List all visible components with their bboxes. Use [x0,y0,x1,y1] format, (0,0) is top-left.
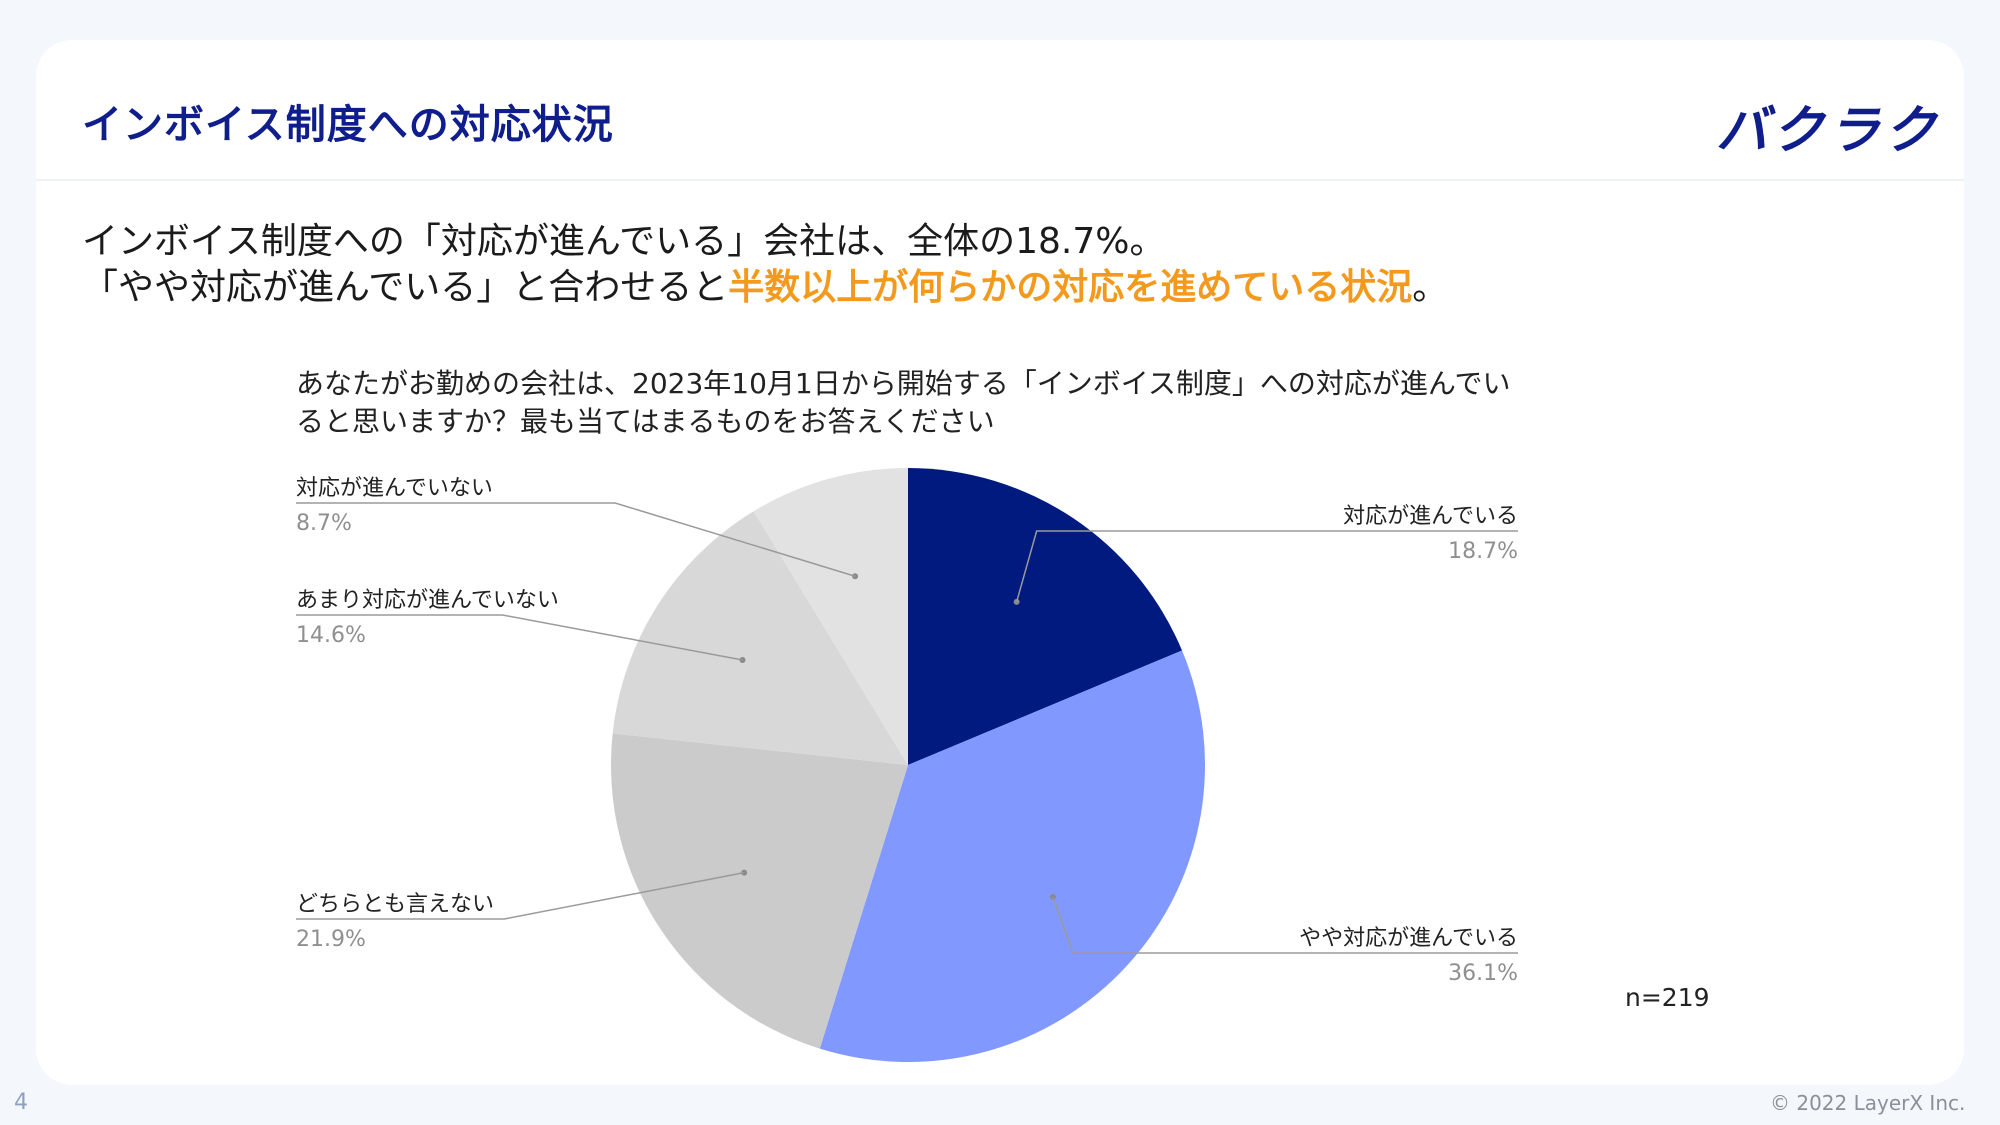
leader-line-2 [1052,896,1518,954]
survey-question: あなたがお勤めの会社は、2023年10月1日から開始する「インボイス制度」への対… [296,367,1511,438]
page-title: インボイス制度への対応状況 [82,102,614,148]
slice-value-5: 8.7% [296,511,352,536]
copyright: © 2022 LayerX Inc. [1770,1091,1966,1115]
lead-line-2: 「やや対応が進んでいる」と合わせると半数以上が何らかの対応を進めている状況。 [82,258,1448,310]
page-number: 4 [14,1090,28,1115]
pie-slice-2 [819,650,1205,1062]
sample-size: n=219 [1625,983,1710,1012]
lead-line-1: インボイス制度への「対応が進んでいる」会社は、全体の18.7%。 [82,221,1166,262]
slice-label-2: やや対応が進んでいる [1299,926,1518,951]
slice-value-3: 21.9% [296,927,366,952]
leader-line-5 [296,502,856,577]
leader-line-1 [1015,530,1518,603]
leader-line-4 [296,614,743,661]
pie-slice-3 [611,733,908,1049]
brand-logo: バクラク [1716,101,1941,161]
slice-label-1: 対応が進んでいる [1343,504,1518,529]
leader-line-3 [296,871,745,920]
slice-value-4: 14.6% [296,623,366,648]
pie-slice-5 [753,468,908,765]
slice-label-5: 対応が進んでいない [296,476,493,501]
slice-value-2: 36.1% [1448,961,1518,986]
pie-slice-4 [612,511,908,765]
slice-label-4: あまり対応が進んでいない [296,588,559,613]
lead-line-2-prefix: 「やや対応が進んでいる」と合わせると [82,267,729,308]
pie-slice-1 [908,468,1183,765]
slice-label-3: どちらとも言えない [296,892,494,917]
lead-line-2-highlight: 半数以上が何らかの対応を進めている状況 [728,267,1413,308]
lead-line-2-suffix: 。 [1412,267,1449,308]
slice-value-1: 18.7% [1448,539,1518,564]
header-divider [36,179,1964,181]
